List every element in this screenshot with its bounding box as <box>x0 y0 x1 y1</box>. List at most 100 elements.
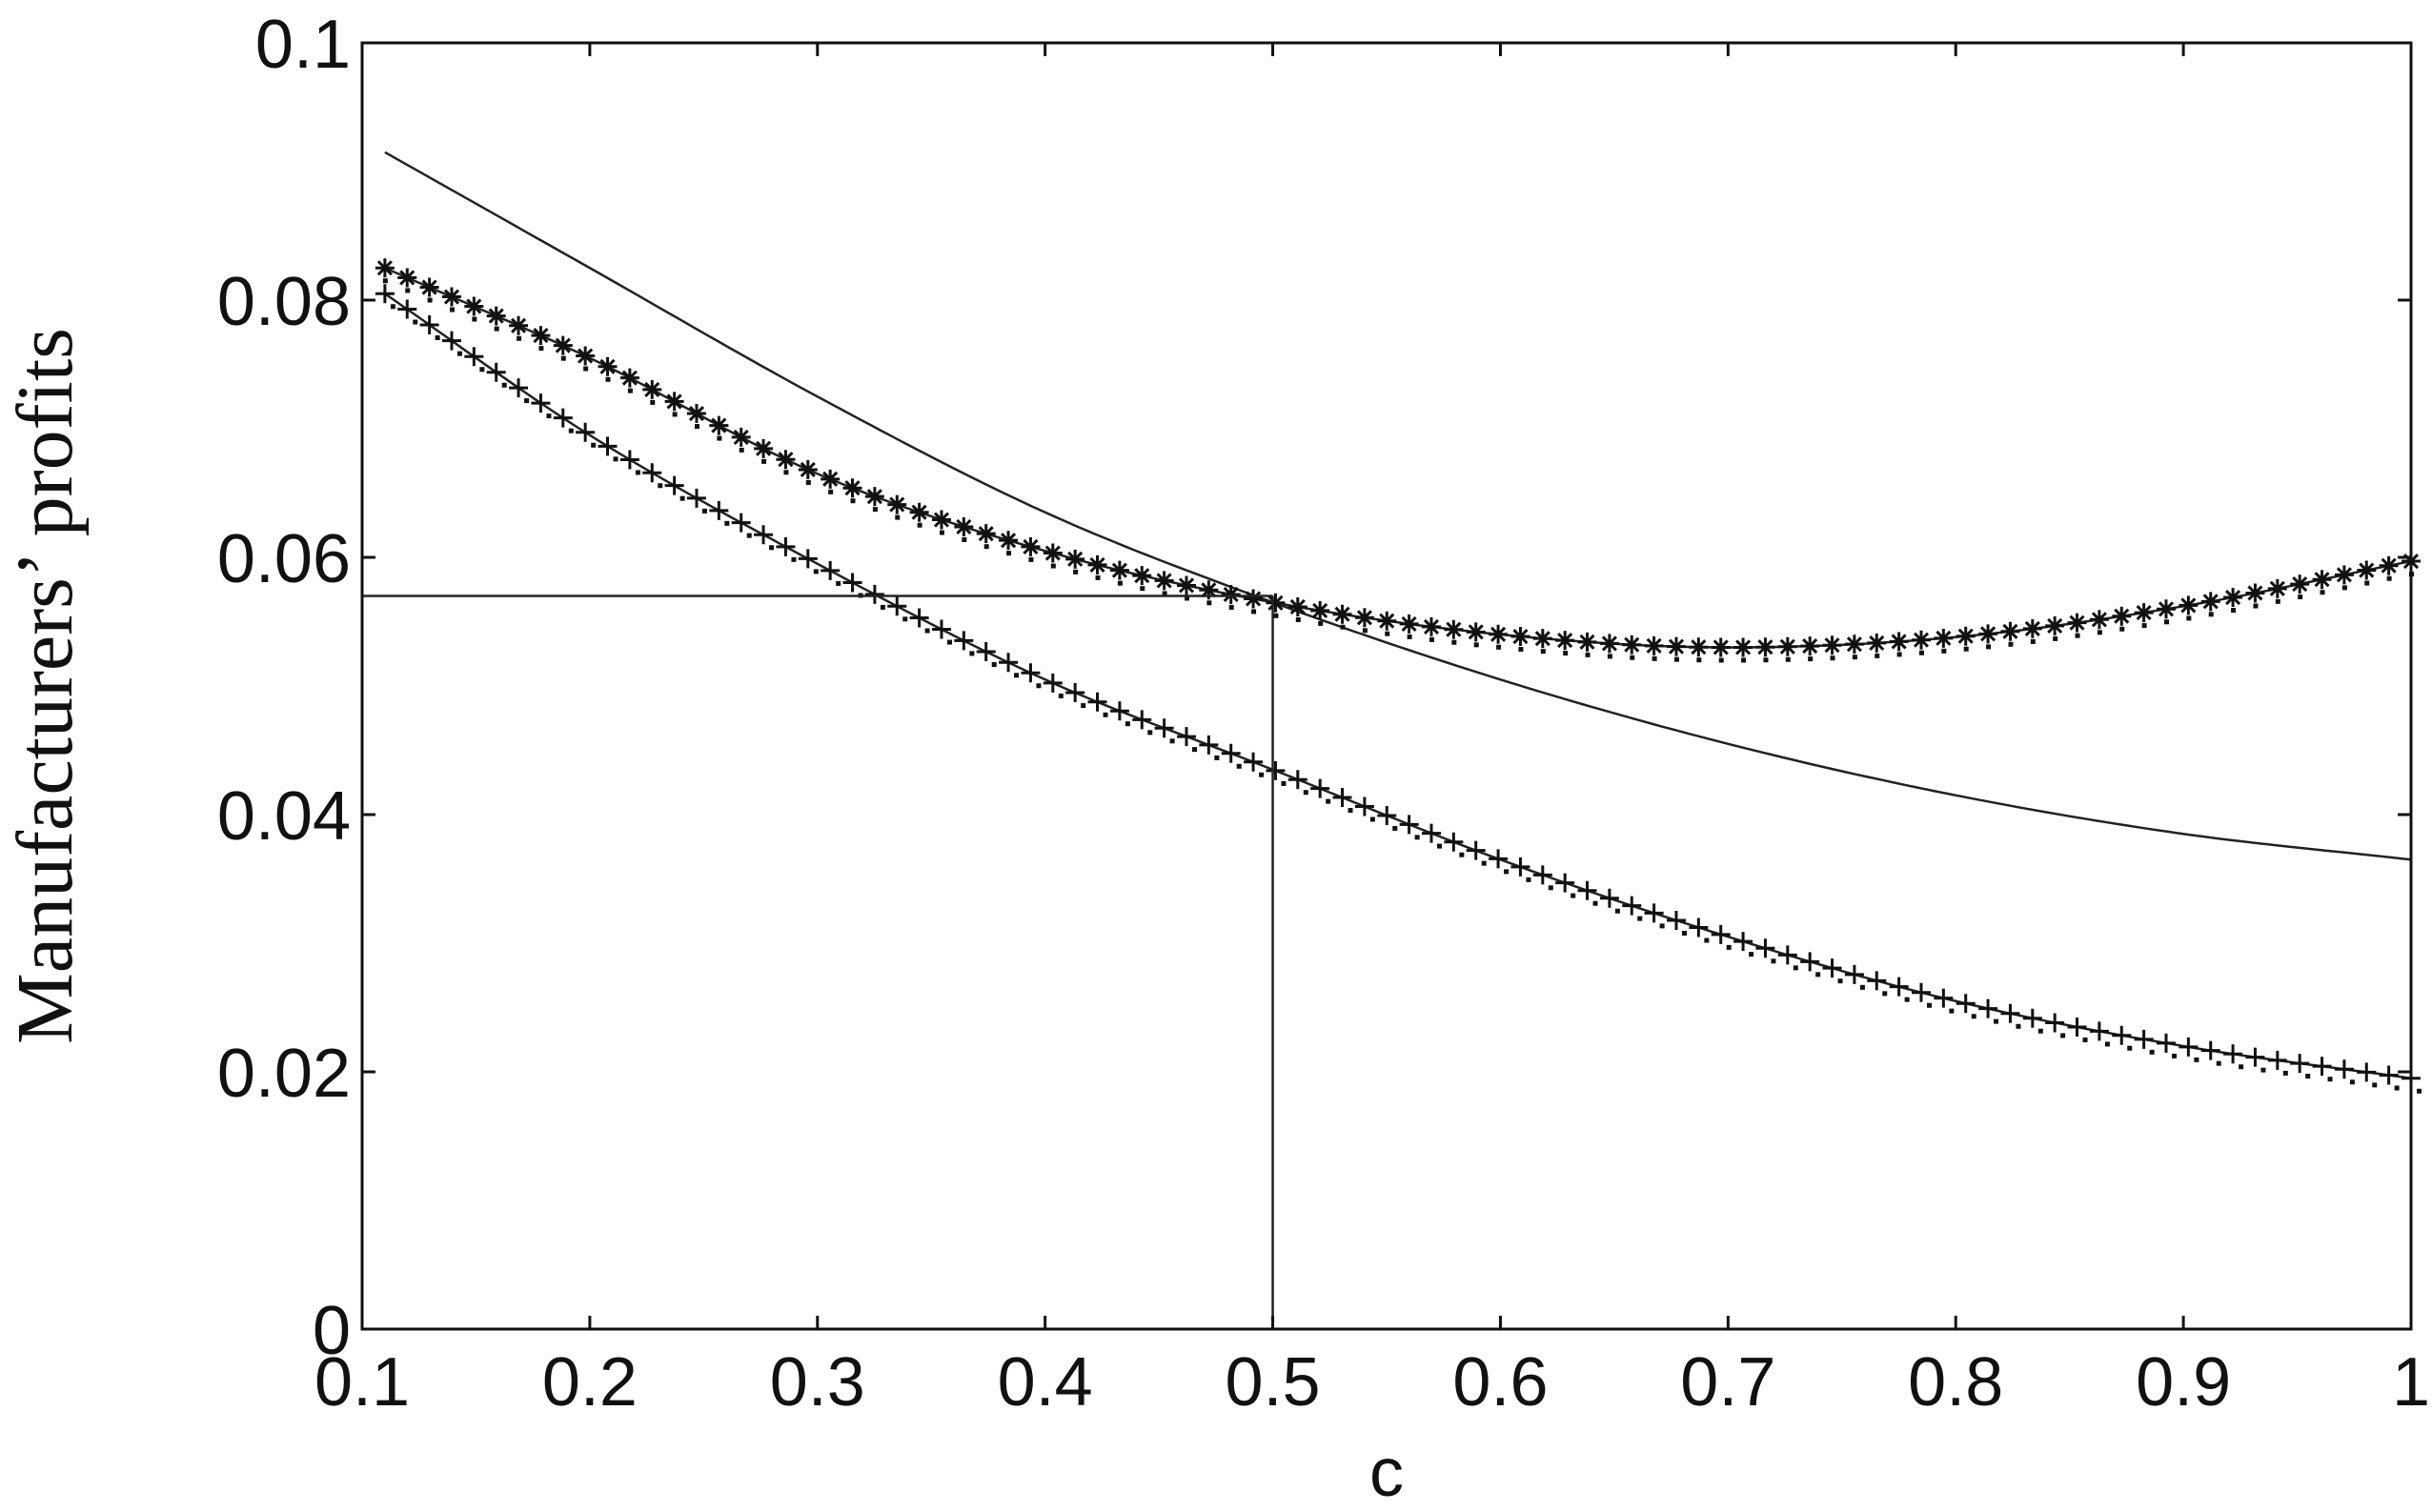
star-marker <box>1199 580 1219 606</box>
x-tick-label: 0.6 <box>1452 1344 1548 1421</box>
star-marker <box>1310 600 1330 626</box>
star-marker <box>2134 603 2154 629</box>
star-marker <box>2245 583 2265 609</box>
plus-marker <box>754 525 775 551</box>
plus-marker <box>1755 938 1776 964</box>
plus-marker <box>1109 701 1130 727</box>
plus-marker <box>1510 857 1531 882</box>
plus-marker <box>2045 1013 2066 1038</box>
y-tick-labels: 0 0.02 0.04 0.06 0.08 0.1 <box>217 7 351 1369</box>
star-marker <box>1421 616 1441 642</box>
plus-marker <box>1822 958 1843 984</box>
star-marker <box>686 404 706 430</box>
star-marker <box>1889 632 1909 657</box>
x-tick-label: 0.8 <box>1908 1344 2003 1421</box>
star-marker <box>754 438 774 464</box>
star-marker <box>598 356 618 382</box>
star-marker <box>1733 637 1753 663</box>
star-marker <box>1532 629 1552 655</box>
series-2 <box>375 258 2421 663</box>
plus-marker <box>1711 924 1732 950</box>
star-marker <box>1912 630 1931 655</box>
x-tick-label: 0.3 <box>770 1344 865 1421</box>
plus-marker <box>999 653 1020 678</box>
star-marker <box>1021 536 1041 562</box>
plus-marker <box>642 463 663 489</box>
plus-marker <box>375 284 395 310</box>
plus-marker <box>1644 903 1665 929</box>
plus-marker <box>1332 788 1353 814</box>
plus-marker <box>1978 998 1999 1024</box>
plus-marker <box>1021 663 1042 689</box>
star-marker <box>464 296 484 322</box>
plus-marker <box>798 549 819 575</box>
star-marker <box>931 510 951 535</box>
star-marker <box>1132 566 1152 592</box>
star-marker <box>2379 555 2399 581</box>
plus-marker <box>1244 752 1265 777</box>
plus-marker <box>821 560 841 586</box>
plus-marker <box>486 362 507 388</box>
plus-marker <box>1555 873 1576 898</box>
plus-marker <box>1444 832 1465 857</box>
star-marker <box>2223 588 2243 614</box>
plus-marker <box>1867 971 1888 997</box>
plus-marker <box>2067 1018 2088 1043</box>
plus-marker <box>1599 888 1620 914</box>
star-marker <box>1043 543 1063 569</box>
star-marker <box>1644 635 1664 661</box>
plus-marker <box>1065 683 1086 709</box>
plus-marker <box>1176 727 1197 753</box>
y-tick-label: 0.04 <box>217 778 351 855</box>
plus-marker <box>441 331 462 356</box>
plus-marker <box>1221 743 1242 769</box>
plus-marker <box>2357 1062 2378 1088</box>
star-marker <box>1622 635 1642 660</box>
star-marker <box>1934 628 1954 654</box>
plus-marker <box>619 450 640 475</box>
star-marker <box>909 502 929 528</box>
y-tick-label: 0 <box>313 1293 351 1369</box>
star-marker <box>1244 589 1264 615</box>
star-marker <box>2022 618 2042 644</box>
plus-marker <box>931 619 952 645</box>
star-marker <box>2334 565 2354 591</box>
star-marker <box>709 415 729 441</box>
star-marker <box>1287 596 1307 622</box>
star-marker <box>1176 575 1196 601</box>
series-layer <box>375 151 2422 1094</box>
star-marker <box>576 346 596 372</box>
plus-marker <box>2112 1025 2133 1051</box>
plus-marker <box>1956 994 1976 1019</box>
star-marker <box>2290 575 2310 600</box>
plus-marker <box>731 513 752 538</box>
reference-lines <box>362 595 1274 1329</box>
x-tick-label: 0.4 <box>998 1344 1093 1421</box>
star-marker <box>1221 584 1241 610</box>
plus-marker <box>576 422 597 448</box>
plus-marker <box>1800 952 1821 978</box>
star-marker <box>1332 604 1352 630</box>
plus-marker <box>2290 1054 2311 1079</box>
plus-marker <box>864 584 885 610</box>
star-marker <box>1777 636 1797 662</box>
star-marker <box>1711 637 1731 663</box>
star-marker <box>1377 611 1397 636</box>
plus-marker <box>1377 805 1398 831</box>
star-marker <box>1087 554 1107 580</box>
series-line <box>384 292 2412 1080</box>
plus-marker <box>1777 945 1798 971</box>
plus-marker <box>686 488 707 514</box>
plus-marker <box>1421 823 1442 849</box>
star-marker <box>397 268 417 293</box>
star-marker <box>1510 627 1530 653</box>
plus-marker <box>2334 1059 2355 1085</box>
plus-marker <box>2245 1047 2266 1073</box>
plus-marker <box>553 408 574 433</box>
star-marker <box>1109 560 1129 586</box>
plus-marker <box>2089 1021 2110 1047</box>
star-marker <box>619 368 639 393</box>
star-marker <box>486 306 506 332</box>
star-marker <box>1154 571 1174 596</box>
